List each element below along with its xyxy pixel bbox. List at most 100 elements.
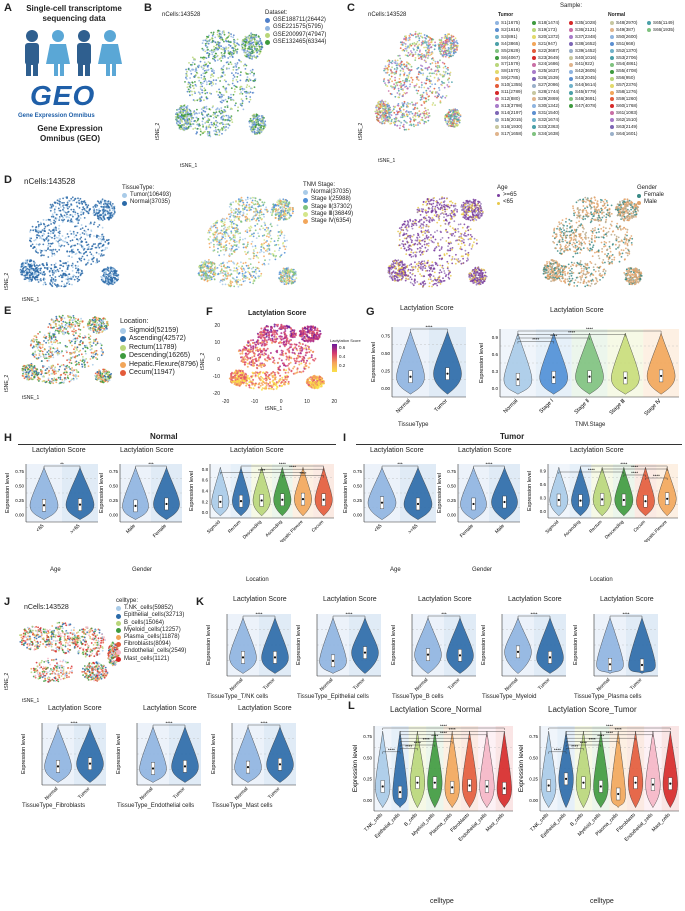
tsne-plot-tissue xyxy=(19,196,120,288)
panel-f-yticks: 20 10 0 -10 -20 xyxy=(210,318,220,403)
legend-swatch xyxy=(569,21,573,26)
significance-label: **** xyxy=(597,734,604,739)
ytick: -20 xyxy=(212,391,220,397)
median-point xyxy=(557,498,560,502)
significance-bracket xyxy=(565,748,584,751)
legend-swatch xyxy=(610,83,614,88)
legend-label: S63(2149) xyxy=(616,123,638,129)
legend-label: Myeloid_cells(12257) xyxy=(124,626,181,633)
significance-bracket xyxy=(399,741,453,744)
xtick-label: Normal xyxy=(503,398,520,415)
xtick-label: >=65 xyxy=(69,523,81,535)
legend-swatch xyxy=(495,28,499,33)
y-axis-label: Expression level xyxy=(99,473,105,513)
median-point xyxy=(634,781,637,784)
tsne-points xyxy=(542,196,643,288)
legend-label: S20(1372) xyxy=(538,33,560,39)
legend-swatch xyxy=(116,635,121,641)
legend-item: Stage Ⅳ(6354) xyxy=(303,218,353,225)
legend-label: Fibroblasts(8094) xyxy=(124,641,171,648)
significance-label: **** xyxy=(70,721,77,726)
k-plot-xlabel: TissueType_Plasma cells xyxy=(574,694,642,700)
k-violin-plot: Expression level Normal Tumor **** xyxy=(211,721,296,802)
ytick-label: 0.75 xyxy=(363,734,372,739)
legend-swatch xyxy=(120,344,126,351)
median-point xyxy=(516,650,520,653)
legend-swatch xyxy=(116,649,121,655)
panel-i-age-title: Lactylation Score xyxy=(370,447,424,454)
people-icon xyxy=(25,30,122,76)
legend-swatch xyxy=(532,111,536,116)
legend-item: GSE221575(5795) xyxy=(265,24,326,31)
violin-shape xyxy=(539,332,568,395)
significance-bracket xyxy=(399,734,488,737)
legend-label: Sigmoid(52159) xyxy=(129,326,179,334)
violin-shape xyxy=(657,467,677,517)
panel-g-right-xlabel: TNM.Stage xyxy=(575,422,606,428)
legend-label: B_cells(15064) xyxy=(124,619,165,626)
significance-label: **** xyxy=(345,612,352,617)
legend-item: Fibroblasts(8094) xyxy=(116,641,186,648)
k-plot-xlabel: TissueType_Mast cells xyxy=(212,803,273,809)
median-point xyxy=(219,500,222,503)
ytick-label: 0.6 xyxy=(540,482,547,487)
panel-e-legend: Location: Sigmoid(52159) Ascending(42572)… xyxy=(120,318,198,378)
legend-swatch xyxy=(116,656,121,662)
legend-item: S13(3798) xyxy=(495,103,522,110)
legend-swatch xyxy=(610,76,614,81)
significance-bracket xyxy=(548,727,671,730)
ytick-label: 0.50 xyxy=(109,483,118,488)
panel-label-d: D xyxy=(4,174,12,186)
panel-h-age-xlabel: Age xyxy=(50,567,61,573)
legend-swatch xyxy=(532,118,536,123)
median-point xyxy=(241,656,245,659)
violin-shape xyxy=(558,731,574,809)
tsne-points xyxy=(374,30,462,131)
panel-d-age-legend: Age >=65 <65 xyxy=(497,185,517,207)
legend-label: Descending(16265) xyxy=(129,352,191,359)
y-axis-label: Expression level xyxy=(573,625,579,665)
significance-label: **** xyxy=(588,468,595,473)
violin-shape xyxy=(628,731,644,809)
xtick-label: Mast_cells xyxy=(651,812,672,833)
legend-swatch xyxy=(532,131,536,136)
tsne-plot-gender xyxy=(542,196,643,288)
xtick-label: Normal xyxy=(596,677,612,693)
significance-bracket xyxy=(381,465,419,468)
legend-swatch xyxy=(116,606,121,612)
significance-label: *** xyxy=(441,612,447,617)
violin-shape xyxy=(593,731,609,809)
significance-bracket xyxy=(609,615,643,618)
median-point xyxy=(409,375,412,378)
violin-shape xyxy=(29,466,59,520)
legend-item: S30(1342) xyxy=(532,103,559,110)
legend-item: S62(1510) xyxy=(610,117,637,124)
xtick-label: Normal xyxy=(414,677,430,693)
k-plot-title: Lactylation Score xyxy=(418,596,472,603)
legend-swatch xyxy=(495,42,499,47)
legend-swatch xyxy=(495,83,499,88)
legend-label: S49(387) xyxy=(616,26,635,32)
ytick-label: 0.9 xyxy=(492,335,499,340)
panel-a-title-line2: sequencing data xyxy=(42,14,106,23)
tsne-points xyxy=(174,29,267,138)
legend-swatch xyxy=(495,35,499,40)
legend-item: S11(2789) xyxy=(495,89,522,96)
xtick-label: Stage Ⅱ xyxy=(574,398,592,416)
legend-swatch xyxy=(532,76,536,81)
median-point xyxy=(468,784,471,787)
legend-item: S8(1570) xyxy=(495,68,522,75)
median-point xyxy=(564,777,568,780)
k-plot-xlabel: TissueType_Fibroblasts xyxy=(22,803,86,809)
legend-item: Female xyxy=(637,192,664,199)
legend-swatch xyxy=(120,370,126,377)
panel-d-gender-legend: Gender Female Male xyxy=(637,185,664,207)
k-plot-title: Lactylation Score xyxy=(233,596,287,603)
legend-label: S51(668) xyxy=(616,40,635,46)
xtick-label: Tumor xyxy=(267,786,282,801)
panel-b-ylabel: tSNE_2 xyxy=(155,122,161,140)
celltype-legend-title: celltype: xyxy=(116,598,139,604)
panel-d-xlabel: tSNE_1 xyxy=(22,297,40,303)
xtick: 20 xyxy=(331,399,337,405)
legend-swatch xyxy=(265,32,270,38)
